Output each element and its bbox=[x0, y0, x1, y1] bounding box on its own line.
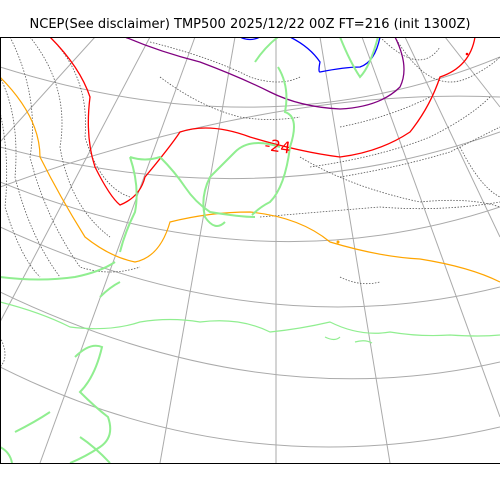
latitude-line bbox=[0, 291, 500, 380]
graticule-latitudes bbox=[0, 56, 500, 448]
latitude-line bbox=[0, 366, 500, 448]
longitude-line bbox=[39, 37, 196, 463]
isotherm-dotted bbox=[0, 76, 61, 278]
isotherm-dotted bbox=[379, 37, 441, 61]
isotherm-dotted bbox=[149, 41, 301, 83]
isotherm-dotted bbox=[0, 111, 41, 278]
isotherm-dotted bbox=[29, 37, 111, 238]
dotted-isotherms bbox=[0, 37, 500, 368]
contour-label: -24 bbox=[263, 135, 292, 157]
isotherm-dotted bbox=[339, 126, 500, 178]
coastline bbox=[0, 301, 500, 337]
longitude-line bbox=[159, 37, 236, 463]
latitude-line bbox=[0, 181, 500, 243]
coastline bbox=[79, 436, 111, 463]
isotherm-dotted bbox=[259, 201, 500, 218]
marker-dot bbox=[336, 240, 340, 244]
longitude-line bbox=[444, 37, 500, 108]
latitude-line bbox=[0, 56, 500, 108]
latitude-line bbox=[0, 226, 500, 308]
coastline bbox=[129, 155, 256, 218]
isotherm-dotted bbox=[459, 146, 500, 198]
longitude-line bbox=[0, 37, 151, 323]
coastline bbox=[119, 156, 138, 253]
coastlines-thin bbox=[0, 301, 500, 344]
latitude-line bbox=[0, 131, 500, 180]
coastline bbox=[69, 344, 112, 463]
coastline bbox=[324, 336, 341, 341]
coastline bbox=[99, 281, 121, 298]
longitude-line bbox=[0, 37, 96, 143]
coastlines bbox=[0, 37, 379, 463]
coastline bbox=[0, 446, 13, 463]
coastline bbox=[202, 142, 281, 227]
isotherm-dotted bbox=[339, 96, 431, 128]
marker-dot bbox=[465, 52, 469, 56]
isotherm-purple bbox=[124, 37, 405, 110]
isotherm-dotted bbox=[299, 156, 500, 208]
isotherm-orange bbox=[0, 76, 500, 283]
coastline bbox=[0, 261, 116, 281]
map-plot-area: -24 bbox=[0, 37, 500, 463]
isotherm-dotted bbox=[0, 336, 6, 368]
isotherm-red bbox=[49, 37, 476, 206]
isotherm-dotted bbox=[339, 276, 381, 285]
latitude-line bbox=[0, 95, 500, 188]
isotherm-dotted bbox=[49, 37, 131, 198]
coastline bbox=[251, 66, 295, 216]
map-title: NCEP(See disclaimer) TMP500 2025/12/22 0… bbox=[29, 17, 471, 32]
isotherm-dotted bbox=[394, 37, 500, 83]
coastline bbox=[354, 340, 373, 344]
coastline bbox=[14, 411, 51, 433]
graticule-longitudes bbox=[0, 37, 500, 463]
coastline bbox=[254, 37, 279, 63]
isotherm-dotted bbox=[159, 76, 301, 120]
coastline bbox=[339, 37, 379, 79]
isotherm-dotted bbox=[309, 96, 491, 168]
longitude-line bbox=[361, 37, 500, 418]
